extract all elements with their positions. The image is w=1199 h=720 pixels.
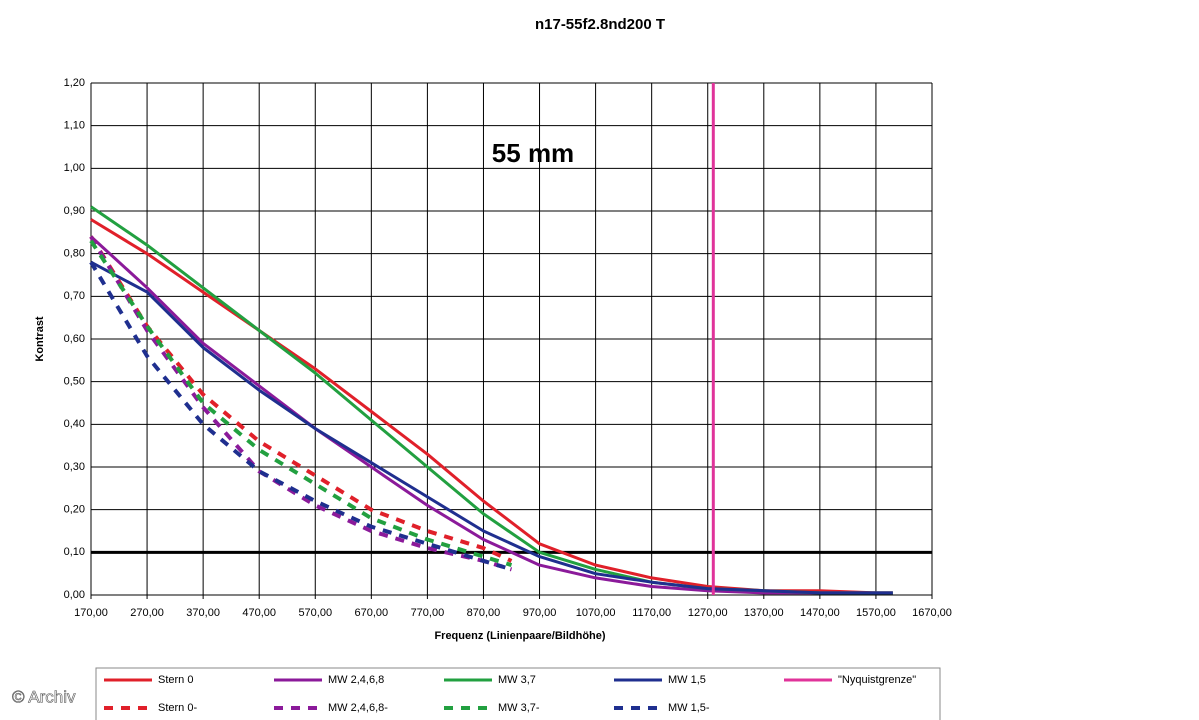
y-tick-label: 0,60 — [64, 333, 85, 345]
legend-label: "Nyquistgrenze" — [838, 674, 916, 686]
x-tick-label: 1570,00 — [856, 607, 896, 619]
x-tick-label: 170,00 — [74, 607, 108, 619]
y-axis-label: Kontrast — [34, 316, 46, 362]
y-tick-label: 0,40 — [64, 418, 85, 430]
x-tick-label: 870,00 — [467, 607, 501, 619]
legend-label: MW 3,7 — [498, 674, 536, 686]
legend-label: MW 1,5 — [668, 674, 706, 686]
y-tick-label: 0,00 — [64, 589, 85, 601]
legend-label: MW 1,5- — [668, 702, 710, 714]
legend-label: MW 2,4,6,8- — [328, 702, 388, 714]
x-tick-label: 970,00 — [523, 607, 557, 619]
series-line — [89, 239, 513, 568]
x-tick-label: 670,00 — [355, 607, 389, 619]
x-tick-label: 1370,00 — [744, 607, 784, 619]
x-tick-label: 770,00 — [411, 607, 445, 619]
y-tick-label: 0,50 — [64, 376, 85, 388]
y-tick-label: 0,80 — [64, 248, 85, 260]
x-tick-label: 1470,00 — [800, 607, 840, 619]
x-tick-label: 470,00 — [242, 607, 276, 619]
x-tick-label: 370,00 — [186, 607, 220, 619]
legend-label: MW 2,4,6,8 — [328, 674, 384, 686]
y-tick-label: 1,10 — [64, 120, 85, 132]
series-line — [89, 261, 513, 572]
legend-box — [95, 667, 941, 720]
series-line — [90, 260, 893, 595]
legend-label: MW 3,7- — [498, 702, 540, 714]
x-tick-label: 1070,00 — [576, 607, 616, 619]
x-tick-label: 270,00 — [130, 607, 164, 619]
y-tick-label: 1,20 — [64, 77, 85, 89]
chart-title: n17-55f2.8nd200 T — [535, 16, 665, 33]
y-tick-label: 0,30 — [64, 461, 85, 473]
y-tick-label: 0,90 — [64, 205, 85, 217]
y-tick-label: 0,10 — [64, 546, 85, 558]
legend-label: Stern 0 — [158, 674, 193, 686]
series-line — [89, 235, 513, 563]
x-tick-label: 1270,00 — [688, 607, 728, 619]
x-axis-label: Frequenz (Linienpaare/Bildhöhe) — [434, 630, 605, 642]
annotation: 55 mm — [492, 138, 574, 168]
series-line — [90, 218, 893, 595]
x-tick-label: 1170,00 — [632, 607, 671, 619]
legend-label: Stern 0- — [158, 702, 197, 714]
y-tick-label: 0,20 — [64, 504, 85, 516]
series-line — [89, 235, 893, 595]
watermark: © Archiv — [12, 687, 76, 706]
x-tick-label: 570,00 — [298, 607, 332, 619]
y-tick-label: 1,00 — [64, 162, 85, 174]
x-tick-label: 1670,00 — [912, 607, 952, 619]
y-tick-label: 0,70 — [64, 290, 85, 302]
